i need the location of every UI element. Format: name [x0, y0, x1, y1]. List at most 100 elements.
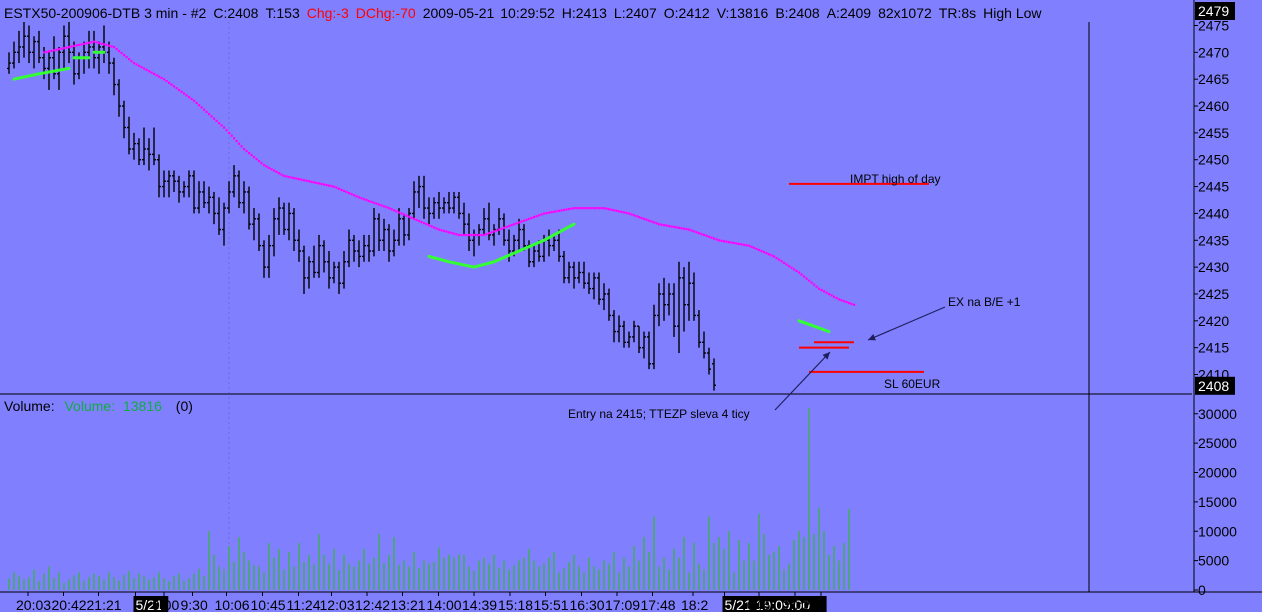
- ma-pink-dot: [595, 207, 598, 210]
- ohlc-bar: [302, 245, 306, 294]
- ma-pink-dot: [585, 207, 588, 210]
- ohlc-bar: [437, 191, 441, 219]
- ohlc-bar: [462, 202, 466, 235]
- ma-pink-dot: [583, 207, 586, 210]
- ohlc-bar: [7, 52, 11, 74]
- header-segment-1: C:2408: [213, 5, 258, 21]
- ma-pink-dot: [193, 99, 196, 102]
- ma-pink-dot: [333, 185, 336, 188]
- ma-pink-dot: [825, 291, 828, 294]
- ma-pink-dot: [613, 209, 616, 212]
- ma-pink-dot: [45, 50, 48, 53]
- ma-pink-dot: [68, 45, 71, 49]
- ma-pink-dot: [690, 229, 693, 232]
- ohlc-bar: [187, 170, 191, 198]
- ohlc-bar: [397, 208, 401, 246]
- ohlc-bar: [607, 288, 611, 321]
- ohlc-bar: [262, 240, 266, 278]
- volume-bars: [8, 407, 850, 590]
- ohlc-bar: [112, 57, 116, 96]
- ma-pink-dot: [80, 43, 83, 46]
- ma-pink-dot: [453, 232, 456, 235]
- ohlc-bar: [322, 240, 326, 273]
- ma-pink-dot: [823, 290, 826, 293]
- ohlc-bar: [522, 224, 526, 252]
- ma-pink-dot: [233, 137, 236, 140]
- ma-pink-dot: [300, 178, 303, 181]
- ma-pink-dot: [603, 207, 606, 210]
- ma-pink-dot: [763, 251, 766, 254]
- time-label: 15:18: [498, 597, 533, 612]
- ma-pink-dot: [698, 232, 701, 235]
- ma-pink-dot: [463, 233, 466, 237]
- ma-pink-dot: [263, 164, 266, 167]
- ma-pink-dot: [693, 230, 696, 233]
- arrow-entry-note-shaft: [774, 351, 831, 411]
- ma-pink-dot: [323, 183, 326, 186]
- ohlc-bar: [592, 272, 596, 300]
- ma-pink-dot: [188, 96, 191, 99]
- ohlc-bar: [552, 234, 556, 252]
- ma-pink-dot: [190, 97, 193, 101]
- ma-pink-dot: [638, 216, 641, 219]
- ohlc-bar: [107, 41, 111, 74]
- ma-pink-dot: [658, 223, 661, 226]
- ohlc-bar: [572, 261, 576, 289]
- volume-tick-label: 20000: [1198, 465, 1237, 481]
- time-label: 5/21: [136, 597, 163, 612]
- ma-pink-dot: [435, 227, 438, 230]
- ma-pink-dot: [60, 47, 63, 50]
- ohlc-bar: [642, 331, 646, 359]
- header-segment-8: L:2407: [614, 5, 657, 21]
- ma-pink-dot: [580, 207, 583, 210]
- ma-pink-dot: [495, 229, 498, 232]
- time-label: 15:51: [534, 597, 569, 612]
- ma-pink-dot: [165, 79, 168, 83]
- ma-pink-dot: [400, 212, 403, 215]
- volume-tick-label: 30000: [1198, 406, 1237, 422]
- chart-header: ESTX50-200906-DTB 3 min - #2 C:2408 T:153 C…: [0, 0, 1192, 22]
- time-label: 11:24: [287, 597, 321, 612]
- ohlc-bar: [312, 245, 316, 278]
- ma-pink-dot: [340, 188, 343, 191]
- ma-pink-dot: [58, 48, 61, 51]
- ohlc-bar: [342, 251, 346, 289]
- top-price-tag-bg: [1195, 2, 1235, 20]
- ohlc-bar: [167, 170, 171, 198]
- time-label: 17:48: [641, 597, 676, 612]
- ohlc-bar: [227, 181, 231, 214]
- ohlc-bar: [457, 191, 461, 219]
- ma-pink-dot: [828, 292, 831, 296]
- ma-pink-dot: [625, 211, 628, 215]
- ma-pink-dot: [548, 211, 551, 214]
- ma-pink-dot: [565, 208, 568, 211]
- header-segment-14: TR:8s: [939, 5, 976, 21]
- ma-pink-dot: [695, 231, 698, 234]
- ma-pink-dot: [440, 229, 443, 232]
- ma-pink-dot: [360, 197, 363, 200]
- ohlc-bar: [582, 261, 586, 289]
- volume-extra: (0): [176, 398, 193, 414]
- volume-tick-label: 15000: [1198, 494, 1237, 510]
- ma-pink-dot: [760, 250, 763, 253]
- arrow-ex-note-head: [868, 333, 876, 341]
- ma-pink-dot: [328, 184, 331, 187]
- ohlc-bar: [232, 165, 236, 198]
- ma-pink-dot: [405, 214, 408, 217]
- last-price-tag-bg: [1195, 376, 1235, 395]
- ma-pink-dot: [743, 243, 746, 246]
- ma-pink-dot: [150, 71, 153, 74]
- ma-pink-dot: [330, 185, 333, 188]
- ma-pink-dot: [63, 47, 66, 50]
- ma-pink-dot: [125, 56, 128, 59]
- ma-pink-dot: [645, 218, 648, 221]
- ma-pink-dot: [740, 243, 743, 246]
- ma-pink-dot: [568, 207, 571, 211]
- ma-pink-dot: [203, 108, 206, 111]
- ma-pink-dot: [253, 156, 256, 159]
- ma-pink-dot: [55, 48, 58, 51]
- ohlc-bar: [207, 186, 211, 214]
- svg-text:Volume: Volume: 13: Volume: Volume: 13816 (0): [4, 398, 193, 414]
- ma-pink-dot: [485, 233, 488, 236]
- ohlc-bar: [127, 116, 131, 155]
